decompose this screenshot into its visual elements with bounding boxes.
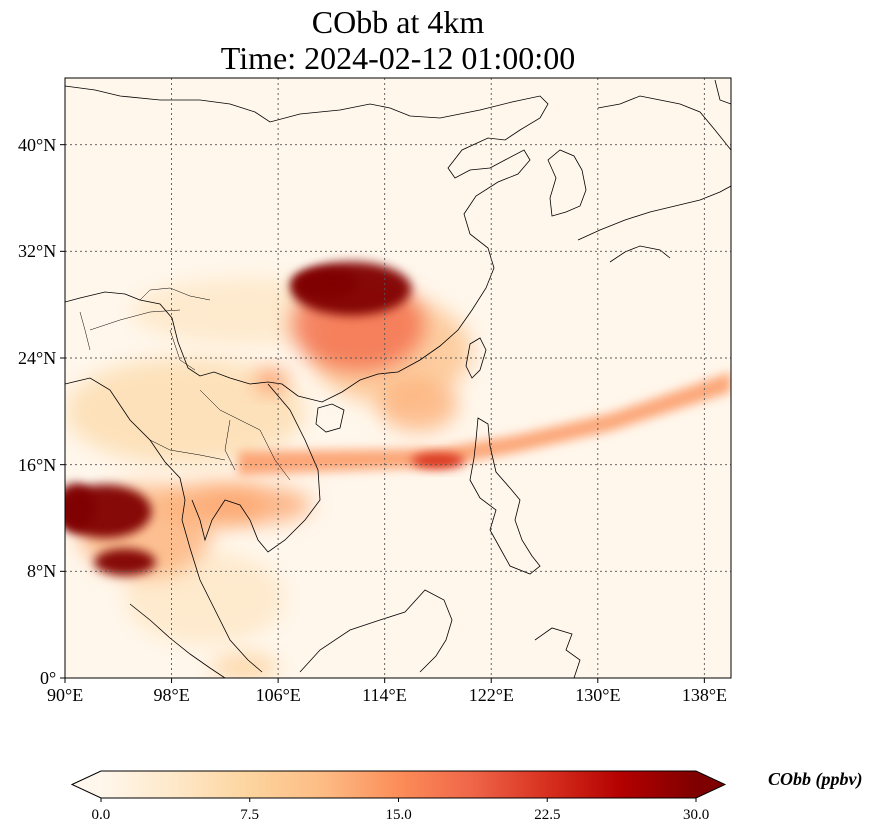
coastline-taiwan	[465, 337, 487, 379]
colorbar-tick-marks	[100, 798, 697, 802]
y-tick-label: 32°N	[18, 241, 57, 262]
colorbar-tick-label: 0.0	[91, 807, 111, 823]
colorbar-body	[101, 771, 696, 798]
x-tick-label: 106°E	[255, 685, 301, 705]
coastline-philippines	[469, 417, 541, 575]
x-tick-label: 122°E	[468, 685, 514, 705]
map-frame	[64, 77, 732, 679]
plume-band-core	[411, 452, 465, 469]
coastline-indochina	[65, 377, 321, 673]
colorbar-tick-label: 15.0	[385, 807, 412, 823]
plume-3	[211, 654, 279, 678]
plume-12	[291, 268, 359, 299]
x-tick-label: 130°E	[575, 685, 621, 705]
coastline-hainan	[315, 403, 345, 433]
x-tick-label: 90°E	[47, 685, 84, 705]
plume-2	[65, 358, 305, 465]
plume-14	[65, 483, 96, 532]
borders-inland	[79, 287, 291, 481]
coastline-sulawesi	[534, 627, 581, 678]
plume-15	[94, 548, 156, 576]
colorbar-extend-min	[72, 771, 101, 798]
coastlines	[65, 79, 731, 678]
coastline-korea	[547, 149, 587, 217]
concentration-field	[65, 262, 731, 678]
x-tick-label: 138°E	[681, 685, 728, 705]
coastline-sumatra	[129, 603, 226, 678]
x-tick-label: 98°E	[153, 685, 190, 705]
coastline-japan	[577, 79, 731, 263]
y-tick-label: 40°N	[18, 134, 57, 155]
y-tick-label: 16°N	[18, 454, 57, 475]
y-tick-label: 8°N	[27, 561, 57, 582]
gridlines	[65, 78, 731, 678]
colorbar-tick-label: 22.5	[534, 807, 561, 823]
plume-8	[191, 486, 312, 524]
plume-5	[378, 378, 458, 432]
colorbar-extend-max	[696, 771, 725, 798]
colorbar-label: CObb (ppbv)	[768, 769, 863, 789]
colorbar-tick-label: 7.5	[240, 807, 259, 823]
plume-band	[238, 372, 731, 476]
coastline-borneo	[299, 589, 453, 673]
x-tick-label: 114°E	[362, 685, 407, 705]
map-title: CObb at 4km	[311, 4, 485, 40]
colorbar-tick-label: 30.0	[683, 807, 710, 823]
plume-9	[255, 368, 288, 393]
y-tick-label: 24°N	[18, 348, 57, 368]
y-tick-label: 0°	[40, 668, 57, 688]
y-tick-marks	[60, 144, 65, 679]
map-time-subtitle: Time: 2024-02-12 01:00:00	[220, 40, 576, 76]
colorbar	[70, 770, 727, 802]
x-tick-marks	[64, 678, 705, 683]
coastline-mainland	[65, 85, 549, 403]
